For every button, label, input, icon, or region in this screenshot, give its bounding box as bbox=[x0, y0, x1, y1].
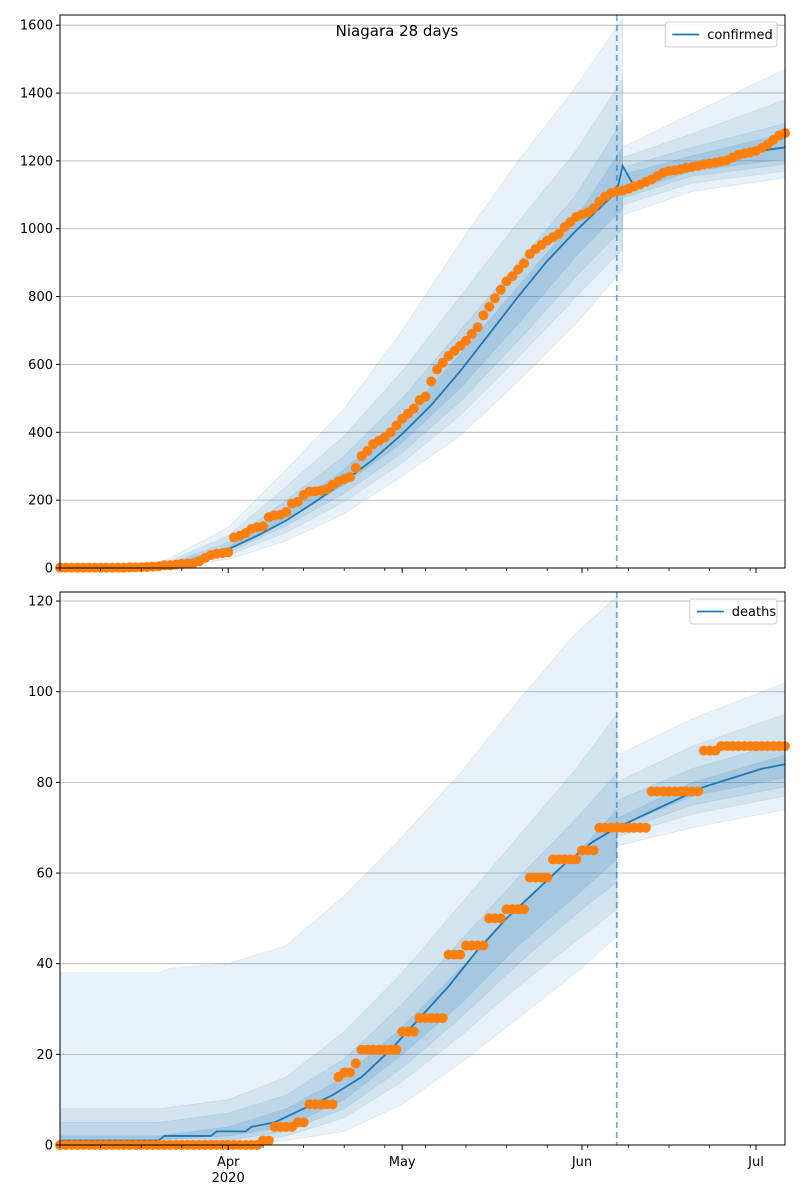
y-tick-label: 800 bbox=[28, 290, 53, 305]
observed-point bbox=[258, 521, 268, 532]
observed-point bbox=[571, 854, 582, 865]
observed-point bbox=[495, 284, 506, 295]
fit-line-deaths bbox=[60, 763, 786, 1142]
observed-point bbox=[426, 376, 437, 387]
observed-point bbox=[391, 1044, 402, 1055]
observed-point bbox=[437, 1013, 448, 1024]
x-tick-label: Apr bbox=[217, 1155, 240, 1170]
y-tick-label: 1200 bbox=[20, 154, 53, 169]
y-tick-label: 80 bbox=[36, 776, 53, 791]
y-tick-label: 600 bbox=[28, 358, 53, 373]
observed-point bbox=[350, 462, 361, 473]
legend-label: deaths bbox=[732, 605, 777, 620]
y-tick-label: 1600 bbox=[20, 19, 53, 34]
legend-box bbox=[689, 598, 778, 625]
legend: confirmed bbox=[664, 21, 778, 48]
observed-point bbox=[408, 1026, 419, 1037]
y-tick-label: 1400 bbox=[20, 87, 53, 102]
x-tick-label: May bbox=[389, 1155, 416, 1170]
y-tick-label: 60 bbox=[36, 867, 53, 882]
y-tick-label: 400 bbox=[28, 426, 53, 441]
observed-point bbox=[345, 1067, 355, 1078]
observed-point bbox=[640, 822, 651, 833]
y-tick-label: 20 bbox=[36, 1048, 53, 1063]
observed-point bbox=[461, 335, 471, 346]
y-tick-label: 100 bbox=[28, 685, 53, 700]
observed-point bbox=[281, 507, 292, 518]
x-tick-sublabel: 2020 bbox=[212, 1171, 245, 1186]
observed-point bbox=[588, 845, 599, 856]
confirmed-panel: 0 200 400 600 800 1000 1200 1400 1600 confirmed bbox=[20, 14, 790, 577]
observed-point bbox=[478, 940, 489, 951]
observed-point bbox=[350, 1058, 361, 1069]
observed-point bbox=[408, 403, 419, 414]
observed-point bbox=[345, 472, 355, 483]
x-tick-label: Jun bbox=[571, 1155, 592, 1170]
plot-area bbox=[60, 15, 785, 568]
observed-point bbox=[693, 786, 703, 797]
observed-point bbox=[455, 949, 466, 960]
y-tick-label: 120 bbox=[28, 595, 53, 610]
legend: deaths bbox=[689, 598, 778, 625]
observed-point bbox=[437, 357, 448, 368]
observed-point bbox=[385, 427, 396, 438]
axes-frame bbox=[59, 14, 786, 569]
y-tick-label: 200 bbox=[28, 494, 53, 509]
observed-point bbox=[466, 328, 477, 339]
figure-title: Niagara 28 days bbox=[336, 22, 459, 40]
observed-point bbox=[223, 547, 234, 558]
observed-point bbox=[553, 228, 564, 239]
axes-frame bbox=[59, 591, 786, 1146]
observed-point bbox=[472, 322, 483, 333]
observed-point bbox=[490, 293, 500, 304]
y-tick-label: 1000 bbox=[20, 222, 53, 237]
observed-point bbox=[432, 364, 442, 375]
observed-point bbox=[327, 1099, 338, 1110]
observed-point bbox=[519, 258, 529, 269]
y-tick-label: 0 bbox=[45, 1139, 53, 1154]
observed-point bbox=[362, 445, 373, 456]
y-tick-label: 40 bbox=[36, 957, 53, 972]
observed-point bbox=[495, 913, 506, 924]
observed-point bbox=[263, 1135, 274, 1146]
legend-label: confirmed bbox=[707, 28, 773, 43]
observed-point bbox=[484, 301, 495, 312]
observed-point bbox=[507, 271, 518, 282]
plot-area bbox=[60, 592, 785, 1145]
observed-point bbox=[542, 872, 553, 883]
observed-point bbox=[298, 1117, 309, 1128]
observed-point bbox=[519, 904, 529, 915]
observed-point bbox=[588, 203, 599, 214]
observed-point bbox=[478, 310, 489, 321]
observed-point bbox=[292, 496, 303, 507]
legend-box bbox=[664, 21, 778, 48]
y-tick-label: 0 bbox=[45, 562, 53, 577]
observed-point bbox=[391, 420, 402, 431]
observed-point bbox=[420, 391, 431, 402]
x-tick-label: Jul bbox=[747, 1155, 764, 1170]
